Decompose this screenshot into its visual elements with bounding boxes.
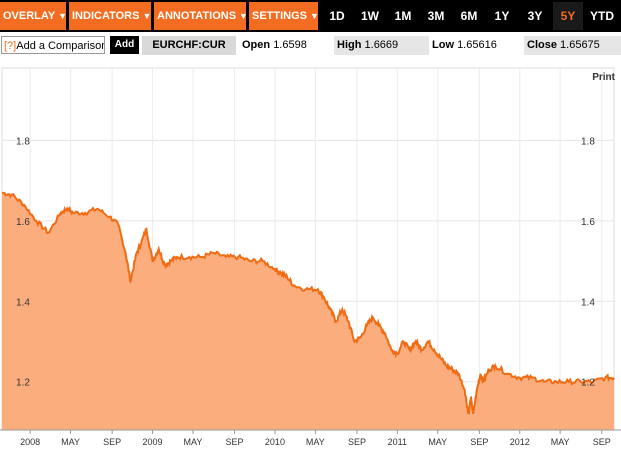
chevron-down-icon: ▼ (310, 11, 319, 21)
quote-low: Low 1.65616 (432, 36, 520, 55)
price-chart[interactable]: 1.8 1.8 1.6 1.6 1.4 1.4 1.2 1.2 2008 MAY SEP 2009 MA… (0, 60, 621, 456)
ticker-symbol: EURCHF:CUR (142, 36, 236, 55)
chevron-down-icon: ▼ (239, 11, 248, 21)
x-tick-label: SEP (348, 437, 366, 447)
help-link[interactable]: [?] (4, 40, 17, 52)
x-tick-label: 2012 (510, 437, 530, 447)
x-tick-label: 2009 (143, 437, 163, 447)
chart-toolbar: OVERLAY ▼ INDICATORS ▼ ANNOTATIONS ▼ SETTIN… (0, 0, 621, 32)
x-tick-label: 2010 (265, 437, 285, 447)
x-tick-label: SEP (226, 437, 244, 447)
range-3y-button[interactable]: 3Y (520, 2, 550, 30)
range-6m-button[interactable]: 6M (454, 2, 484, 30)
y-tick-label-left: 1.2 (16, 378, 30, 389)
print-button[interactable]: Print (592, 72, 615, 83)
y-tick-label-left: 1.6 (16, 217, 30, 228)
indicators-menu-button[interactable]: INDICATORS ▼ (69, 2, 151, 30)
range-1d-button[interactable]: 1D (322, 2, 352, 30)
add-comparison-button[interactable]: Add (110, 36, 139, 54)
y-tick-label-right: 1.6 (581, 217, 595, 228)
range-1m-button[interactable]: 1M (388, 2, 418, 30)
x-tick-label: SEP (593, 437, 611, 447)
price-line (1, 191, 615, 415)
x-tick-label: MAY (61, 437, 80, 447)
quote-close: Close 1.65675 (524, 36, 621, 55)
comparison-input[interactable]: [?]Add a Comparison (1, 36, 105, 54)
x-tick-label: MAY (428, 437, 447, 447)
x-tick-label: 2011 (388, 437, 407, 447)
x-tick-label: MAY (551, 437, 570, 447)
x-tick-label: SEP (470, 437, 488, 447)
x-tick-label: SEP (103, 437, 121, 447)
chevron-down-icon: ▼ (58, 11, 68, 21)
comparison-label: Add a Comparison (16, 40, 105, 52)
range-1w-button[interactable]: 1W (355, 2, 385, 30)
range-3m-button[interactable]: 3M (421, 2, 451, 30)
range-ytd-button[interactable]: YTD (587, 2, 617, 30)
y-tick-label-right: 1.2 (581, 378, 595, 389)
x-tick-label: MAY (184, 437, 203, 447)
quote-high: High 1.6669 (334, 36, 429, 55)
x-tick-label: 2008 (20, 437, 40, 447)
annotations-menu-button[interactable]: ANNOTATIONS ▼ (154, 2, 248, 30)
overlay-menu-button[interactable]: OVERLAY ▼ (0, 2, 68, 30)
quote-bar: [?]Add a Comparison Add EURCHF:CUR Open … (0, 33, 621, 57)
y-tick-label-right: 1.8 (581, 136, 595, 147)
x-tick-label: MAY (306, 437, 325, 447)
y-tick-label-left: 1.4 (16, 297, 30, 308)
quote-open: Open 1.6598 (242, 36, 330, 55)
chevron-down-icon: ▼ (142, 11, 152, 21)
settings-menu-button[interactable]: SETTINGS ▼ (249, 2, 319, 30)
y-tick-label-left: 1.8 (16, 136, 30, 147)
y-tick-label-right: 1.4 (581, 297, 595, 308)
range-5y-button[interactable]: 5Y (553, 2, 583, 30)
price-area (2, 192, 614, 430)
range-1y-button[interactable]: 1Y (487, 2, 517, 30)
